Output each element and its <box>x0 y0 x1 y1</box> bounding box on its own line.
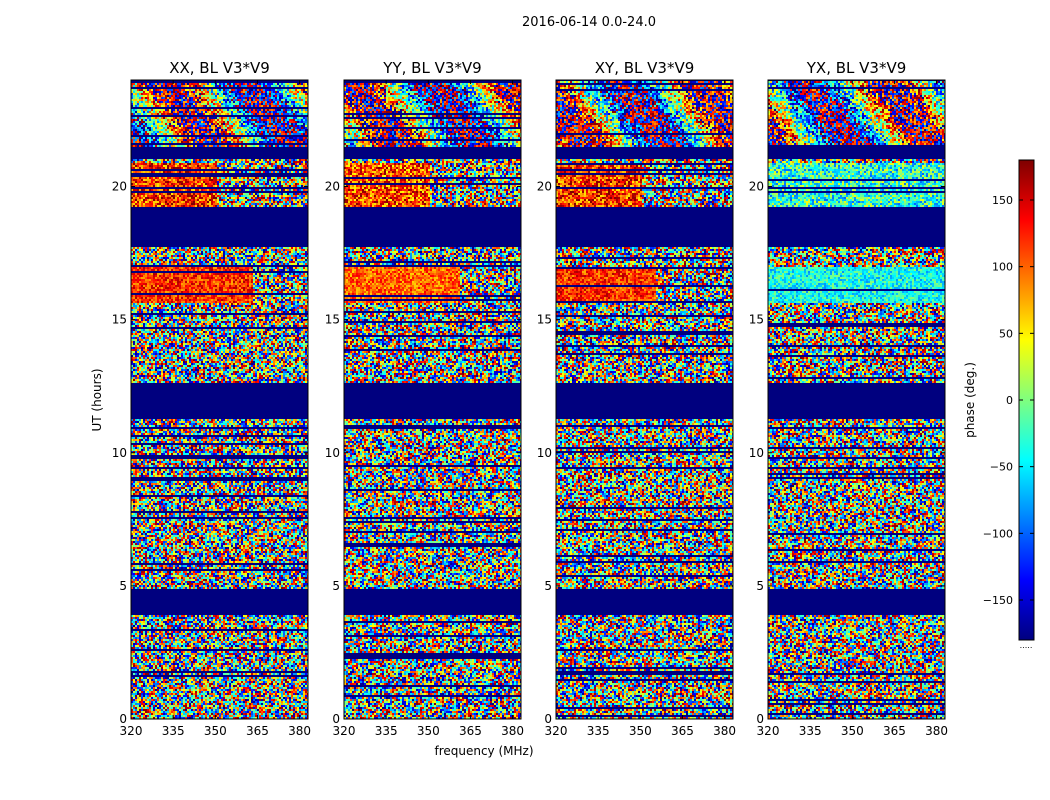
colorbar-label: phase (deg.) <box>963 362 977 438</box>
x-axis-label: frequency (MHz) <box>434 744 533 758</box>
x-tick-label: 365 <box>883 724 906 738</box>
x-tick-label: 365 <box>246 724 269 738</box>
panel-frame <box>130 79 309 720</box>
panel-title: YY, BL V3*V9 <box>382 59 481 77</box>
colorbar-ticks: −150 −100 −50 0 50 100 150 <box>983 194 1034 607</box>
y-tick-label: 10 <box>537 446 552 460</box>
x-tick-label: 350 <box>629 724 652 738</box>
colorbar-tick-label: −50 <box>990 461 1013 474</box>
x-tick-label: 380 <box>501 724 524 738</box>
y-axis-label: UT (hours) <box>90 368 104 431</box>
x-tick-label: 335 <box>375 724 398 738</box>
x-tick-label: 320 <box>757 724 780 738</box>
x-tick-label: 365 <box>671 724 694 738</box>
x-tick-label: 380 <box>925 724 948 738</box>
x-tick-label: 380 <box>713 724 736 738</box>
y-tick-label: 0 <box>544 712 552 726</box>
y-tick-label: 5 <box>544 579 552 593</box>
colorbar-tick-label: 150 <box>992 194 1013 207</box>
panel-0: XX, BL V3*V9 320 335 350 365 380 0 5 10 15 20 <box>112 59 311 738</box>
y-tick-label: 20 <box>749 180 764 194</box>
panel-image <box>768 80 945 719</box>
panel-title: XX, BL V3*V9 <box>169 59 270 77</box>
x-tick-label: 335 <box>587 724 610 738</box>
panel-frame <box>343 79 522 720</box>
y-tick-label: 0 <box>332 712 340 726</box>
y-tick-label: 15 <box>749 313 764 327</box>
colorbar-tick-label: 50 <box>999 327 1013 340</box>
x-tick-label: 335 <box>162 724 185 738</box>
y-tick-label: 5 <box>756 579 764 593</box>
x-tick-label: 350 <box>204 724 227 738</box>
panel-title: YX, BL V3*V9 <box>806 59 907 77</box>
x-tick-label: 380 <box>288 724 311 738</box>
panel-frame <box>555 79 734 720</box>
colorbar-tick-label: 100 <box>992 261 1013 274</box>
panel-3: YX, BL V3*V9 320 335 350 365 380 0 5 10 15 20 <box>749 59 948 738</box>
y-tick-label: 15 <box>537 313 552 327</box>
y-tick-label: 15 <box>325 313 340 327</box>
y-tick-label: 0 <box>119 712 127 726</box>
x-tick-label: 350 <box>841 724 864 738</box>
colorbar-tick-label: −150 <box>983 594 1013 607</box>
panel-image <box>131 80 308 719</box>
x-tick-label: 365 <box>459 724 482 738</box>
colorbar-tick-label: −100 <box>983 527 1013 540</box>
colorbar-footer: ..... <box>1020 641 1033 650</box>
panel-image <box>556 80 733 719</box>
x-tick-label: 320 <box>545 724 568 738</box>
panel-image <box>344 80 521 719</box>
x-tick-label: 320 <box>333 724 356 738</box>
panel-title: XY, BL V3*V9 <box>595 59 695 77</box>
x-tick-label: 320 <box>120 724 143 738</box>
y-tick-label: 10 <box>112 446 127 460</box>
y-tick-label: 0 <box>756 712 764 726</box>
panel-1: YY, BL V3*V9 320 335 350 365 380 0 5 10 15 20 <box>325 59 524 738</box>
colorbar: −150 −100 −50 0 50 100 150 phase (deg.) ..... <box>963 159 1035 650</box>
panel-2: XY, BL V3*V9 320 335 350 365 380 0 5 10 15 20 <box>537 59 736 738</box>
y-tick-label: 5 <box>332 579 340 593</box>
y-tick-label: 10 <box>749 446 764 460</box>
colorbar-tick-label: 0 <box>1006 394 1013 407</box>
y-tick-label: 20 <box>537 180 552 194</box>
y-tick-label: 10 <box>325 446 340 460</box>
figure-suptitle: 2016-06-14 0.0-24.0 <box>522 15 656 30</box>
x-tick-label: 350 <box>417 724 440 738</box>
y-tick-label: 20 <box>112 180 127 194</box>
panel-frame <box>767 79 946 720</box>
y-tick-label: 15 <box>112 313 127 327</box>
y-tick-label: 5 <box>119 579 127 593</box>
x-tick-label: 335 <box>799 724 822 738</box>
y-tick-label: 20 <box>325 180 340 194</box>
